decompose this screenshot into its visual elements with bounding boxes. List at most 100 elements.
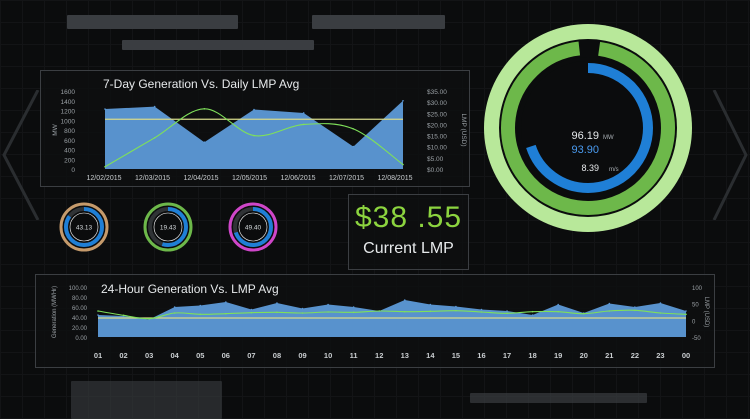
lmp-point bbox=[402, 163, 404, 166]
x-tick-label: 11 bbox=[350, 351, 358, 360]
generation-point bbox=[557, 303, 559, 306]
gauge-value: 43.13 bbox=[76, 225, 93, 232]
placeholder-bar bbox=[312, 15, 445, 29]
x-tick-label: 10 bbox=[324, 351, 332, 360]
left-tick-label: 1400 bbox=[61, 99, 76, 106]
lmp-point bbox=[506, 312, 508, 315]
placeholder-bar bbox=[67, 15, 238, 29]
lmp-point bbox=[403, 310, 406, 313]
twenty-four-hour-chart-panel: 24-Hour Generation Vs. LMP Avg 10 0.00 80.… bbox=[35, 274, 715, 368]
left-axis-title: MW bbox=[52, 123, 59, 135]
gauge-inner-ring bbox=[523, 63, 653, 193]
x-tick-label: 21 bbox=[605, 351, 613, 360]
lmp-point bbox=[327, 311, 329, 313]
generation-point bbox=[104, 108, 106, 110]
gauge-fill bbox=[148, 207, 188, 247]
x-tick-label: 05 bbox=[196, 351, 204, 360]
lmp-point bbox=[199, 313, 202, 316]
x-tick-label: 18 bbox=[528, 351, 536, 360]
generation-point bbox=[403, 299, 406, 301]
gauge-outer-ring bbox=[143, 202, 193, 252]
lmp-point bbox=[608, 310, 611, 312]
generation-point bbox=[302, 112, 305, 114]
right-chevron-icon bbox=[712, 90, 748, 220]
x-tick-label: 14 bbox=[426, 351, 435, 360]
generation-point bbox=[225, 301, 227, 303]
gauge-wind-unit: m/s bbox=[609, 167, 619, 173]
generation-point bbox=[531, 314, 534, 316]
left-tick-label: 20.00 bbox=[72, 326, 88, 332]
gauge-fill bbox=[233, 207, 273, 247]
gauge-value: 19.43 bbox=[160, 225, 177, 232]
x-tick-label: 07 bbox=[247, 351, 255, 360]
generation-point bbox=[276, 302, 278, 304]
generation-point bbox=[634, 306, 636, 308]
left-tick-label: 600 bbox=[64, 138, 75, 145]
x-tick-label: 02 bbox=[119, 351, 127, 360]
lmp-point bbox=[148, 317, 150, 320]
right-tick-label: -50 bbox=[692, 336, 701, 342]
lmp-point bbox=[122, 314, 125, 317]
x-tick-label: 12/02/2015 bbox=[86, 175, 121, 182]
gauge-outer-ring bbox=[59, 202, 109, 252]
right-tick-label: 0 bbox=[692, 319, 696, 325]
x-tick-label: 12/07/2015 bbox=[329, 175, 364, 182]
x-tick-label: 22 bbox=[631, 351, 639, 360]
lmp-point bbox=[378, 310, 381, 312]
left-tick-label: 800 bbox=[64, 128, 75, 135]
gauge-inner bbox=[153, 212, 183, 242]
lmp-point bbox=[250, 311, 253, 314]
right-tick-label: $5.00 bbox=[427, 156, 444, 163]
x-tick-label: 19 bbox=[554, 351, 562, 360]
left-axis-title: Generation (MWHr) bbox=[52, 286, 58, 338]
gauge-outer-ring bbox=[228, 202, 278, 252]
lmp-point bbox=[276, 311, 278, 314]
generation-point bbox=[153, 105, 156, 108]
right-tick-label: 100 bbox=[692, 286, 703, 292]
generation-point bbox=[253, 108, 255, 111]
left-tick-label: 0.00 bbox=[75, 336, 87, 342]
gauge-second-value: 93.90 bbox=[571, 144, 599, 156]
generation-point bbox=[199, 304, 202, 307]
generation-point bbox=[203, 141, 206, 143]
right-tick-label: $10.00 bbox=[427, 145, 447, 152]
lmp-point bbox=[634, 309, 636, 312]
generation-point bbox=[173, 306, 176, 308]
left-tick-label: 1200 bbox=[61, 109, 76, 116]
lmp-point bbox=[480, 311, 483, 313]
lmp-point bbox=[557, 310, 559, 313]
x-tick-label: 17 bbox=[503, 351, 511, 360]
placeholder-bar bbox=[122, 40, 314, 50]
lmp-point bbox=[153, 137, 156, 139]
twenty-four-hour-chart: 100.0080.0060.0040.0020.000.00100500-500… bbox=[52, 286, 709, 360]
left-tick-label: 200 bbox=[64, 157, 75, 164]
seven-day-chart-panel: 7-Day Generation Vs. Daily LMP Avg 1600 1… bbox=[40, 70, 470, 187]
lmp-point bbox=[173, 312, 176, 314]
right-tick-label: 50 bbox=[692, 303, 699, 309]
generation-point bbox=[97, 314, 99, 316]
generation-point bbox=[608, 302, 611, 305]
lmp-point bbox=[685, 313, 687, 316]
generation-gauge: 96.19 MW 93.90 8.39 m/s bbox=[484, 24, 692, 232]
generation-point bbox=[506, 310, 508, 312]
twenty-four-hour-chart-title: 24-Hour Generation Vs. LMP Avg bbox=[101, 282, 279, 296]
right-axis-title: LMP (USD) bbox=[460, 113, 467, 146]
lmp-point bbox=[582, 312, 585, 315]
left-tick-label: 1600 bbox=[61, 89, 76, 96]
right-tick-label: $25.00 bbox=[427, 111, 447, 118]
right-tick-label: $35.00 bbox=[427, 89, 447, 96]
current-lmp-value: $38 .55 bbox=[354, 201, 463, 234]
generation-point bbox=[429, 303, 432, 306]
gauge-fill bbox=[64, 207, 104, 247]
x-tick-label: 12/03/2015 bbox=[135, 175, 170, 182]
lmp-point bbox=[203, 108, 206, 110]
lmp-point bbox=[455, 309, 457, 312]
x-tick-label: 01 bbox=[94, 351, 102, 360]
generation-point bbox=[480, 308, 483, 311]
lmp-point bbox=[659, 312, 662, 314]
left-tick-label: 80.00 bbox=[72, 296, 88, 302]
x-tick-label: 13 bbox=[401, 351, 409, 360]
generation-point bbox=[685, 310, 687, 312]
x-tick-label: 12/04/2015 bbox=[183, 175, 218, 182]
x-tick-label: 15 bbox=[452, 351, 460, 360]
